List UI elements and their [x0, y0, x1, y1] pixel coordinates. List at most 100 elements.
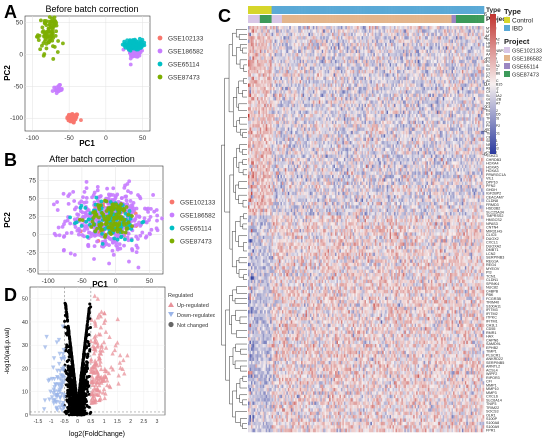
data-point [90, 388, 95, 393]
heatmap-cell [444, 26, 446, 30]
type-annotation-cell [482, 6, 485, 14]
data-point [140, 37, 145, 42]
heatmap-cell [429, 32, 432, 37]
dendrogram-branch [239, 394, 247, 403]
heatmap-cell [335, 46, 337, 50]
heatmap-cell [329, 53, 331, 57]
type-annotation-cell [340, 6, 343, 14]
heatmap-cell [268, 56, 271, 61]
heatmap-cell [370, 32, 373, 37]
heatmap-cell [404, 29, 407, 34]
heatmap-cell [439, 26, 442, 30]
heatmap-cell [402, 46, 405, 50]
heatmap-cell [467, 26, 470, 30]
heatmap-cell [324, 29, 327, 34]
heatmap-cell [466, 46, 469, 50]
heatmap-cell [323, 56, 325, 61]
data-point [85, 234, 90, 239]
heatmap-cell [379, 56, 381, 61]
heatmap-cell [363, 49, 365, 54]
project-annotation-cell [317, 15, 320, 23]
heatmap-cell [419, 53, 421, 57]
heatmap-cell [293, 32, 296, 37]
heatmap-cell [441, 56, 443, 61]
heatmap-cell [252, 32, 255, 37]
data-point [68, 337, 72, 341]
heatmap-cell [448, 56, 451, 61]
heatmap-cell [420, 36, 423, 40]
heatmap-cell [422, 49, 424, 54]
heatmap-cell [318, 29, 321, 34]
heatmap-cell [348, 53, 351, 57]
heatmap-cell [295, 53, 297, 57]
heatmap-cell [385, 49, 387, 54]
type-annotation-cell [370, 6, 373, 14]
heatmap-cell [287, 56, 290, 61]
heatmap-cell [311, 36, 314, 40]
heatmap-cell [401, 56, 404, 61]
heatmap-cell [320, 59, 322, 64]
project-annotation-cell [373, 15, 376, 23]
heatmap-cell [379, 42, 381, 47]
heatmap-cell [448, 49, 451, 54]
heatmap-cell [293, 49, 296, 54]
heatmap-cell [327, 59, 330, 64]
x-tick-label: -1 [49, 419, 54, 425]
heatmap-cell [274, 53, 277, 57]
type-annotation-cell [286, 6, 289, 14]
project-annotation-cell [287, 15, 290, 23]
heatmap-cell [261, 39, 263, 44]
heatmap-cell [438, 49, 440, 54]
heatmap-cell [299, 29, 302, 34]
data-point [96, 357, 101, 362]
y-tick-label: -50 [27, 267, 37, 274]
heatmap-cell [302, 36, 305, 40]
heatmap-cell [475, 32, 477, 37]
heatmap-cell [249, 42, 252, 47]
heatmap-cell [352, 39, 355, 44]
heatmap-cell [433, 56, 436, 61]
heatmap-cell [361, 49, 364, 54]
heatmap-cell [308, 29, 311, 34]
project-annotation-cell [330, 15, 333, 23]
heatmap-cell [262, 49, 265, 54]
heatmap-cell [311, 32, 314, 37]
data-point [54, 20, 59, 25]
heatmap-cell [253, 26, 256, 30]
heatmap-cell [273, 36, 275, 40]
heatmap-cell [469, 59, 471, 64]
heatmap-cell [413, 36, 415, 40]
heatmap-cell [478, 46, 480, 50]
heatmap-cell [482, 49, 485, 54]
heatmap-cell [417, 26, 420, 30]
heatmap-cell [305, 56, 308, 61]
dendrogram-branch [239, 216, 244, 227]
heatmap-cell [435, 49, 438, 54]
heatmap-cell [292, 26, 294, 30]
heatmap-cell [382, 56, 384, 61]
heatmap-cell [249, 32, 252, 37]
heatmap-cell [398, 26, 401, 30]
type-annotation-cell [380, 6, 383, 14]
data-point [50, 33, 55, 38]
data-point [106, 225, 111, 230]
data-point [126, 212, 131, 217]
type-annotation-cell [401, 6, 404, 14]
heatmap-cell [273, 53, 275, 57]
heatmap-cell [284, 36, 287, 40]
y-tick-label: 10 [22, 390, 28, 396]
heatmap-cell [376, 56, 379, 61]
heatmap-cell [268, 39, 271, 44]
heatmap-cell [405, 32, 408, 37]
heatmap-cell [248, 56, 250, 61]
heatmap-cell [267, 32, 269, 37]
heatmap-cell [351, 56, 353, 61]
heatmap-cell [385, 26, 387, 30]
data-point [80, 370, 84, 374]
project-annotation-cell [261, 15, 264, 23]
heatmap-cell [460, 32, 463, 37]
heatmap-cell [408, 56, 411, 61]
heatmap-cell [270, 53, 272, 57]
type-annotation-cell [264, 6, 266, 14]
project-annotation-cell [284, 15, 287, 23]
